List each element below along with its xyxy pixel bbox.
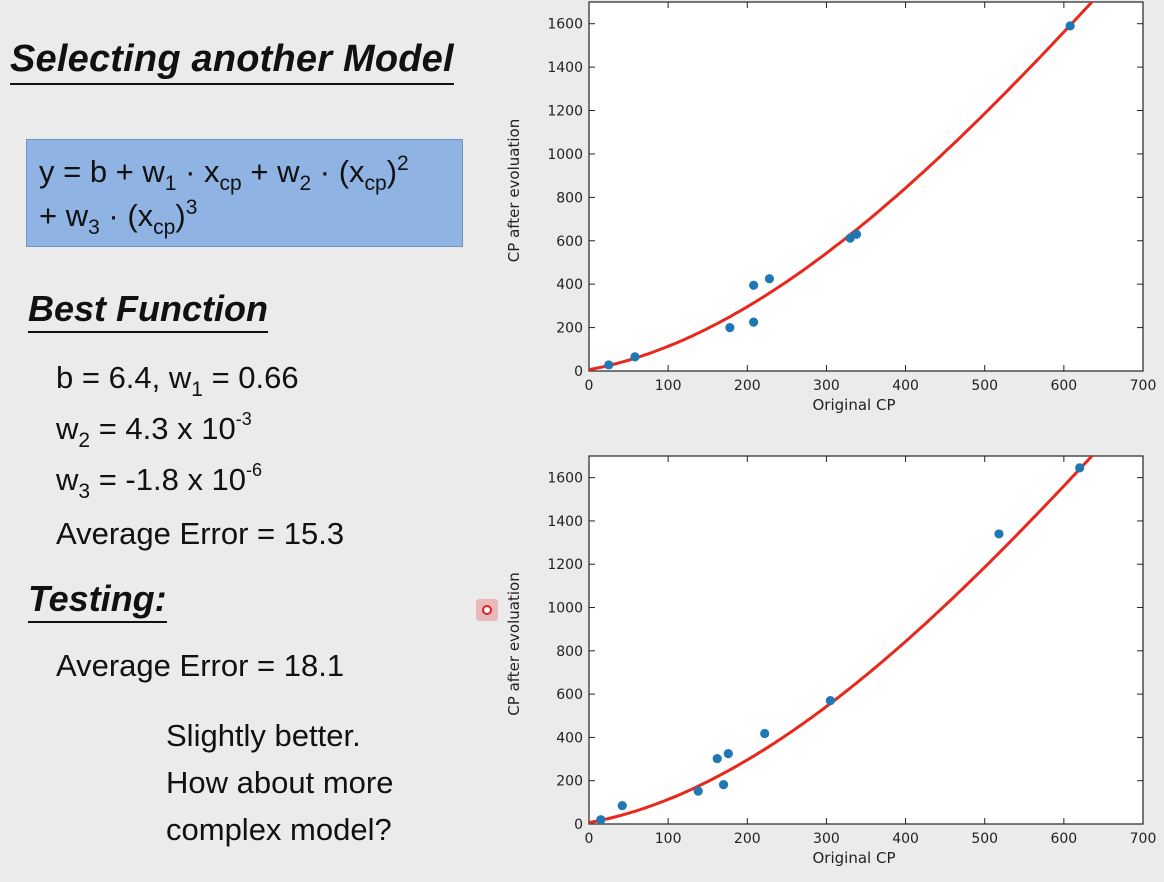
y-tick-label: 1000 bbox=[547, 601, 583, 617]
x-axis-title: Original CP bbox=[813, 396, 896, 414]
y-tick-label: 400 bbox=[556, 730, 583, 746]
y-tick-label: 1400 bbox=[547, 514, 583, 530]
y-tick-label: 1200 bbox=[547, 557, 583, 573]
x-tick-label: 200 bbox=[734, 831, 761, 847]
param-b-w1: b = 6.4, w1 = 0.66 bbox=[56, 360, 299, 401]
comment-note: Slightly better. How about more complex … bbox=[166, 712, 393, 853]
data-point bbox=[994, 529, 1004, 539]
note-line-3: complex model? bbox=[166, 812, 392, 847]
x-tick-label: 400 bbox=[892, 378, 919, 394]
y-tick-label: 600 bbox=[556, 687, 583, 703]
best-function-heading: Best Function bbox=[28, 288, 268, 333]
data-point bbox=[1075, 463, 1085, 473]
model-formula: y = b + w1 · xcp + w2 · (xcp)2 + w3 · (x… bbox=[26, 139, 463, 247]
param-w3: w3 = -1.8 x 10-6 bbox=[56, 460, 263, 503]
x-axis-title: Original CP bbox=[813, 849, 896, 867]
x-tick-label: 700 bbox=[1130, 831, 1157, 847]
testing-heading: Testing: bbox=[28, 578, 167, 623]
data-point bbox=[712, 754, 722, 764]
y-tick-label: 1600 bbox=[547, 17, 583, 33]
training-chart: 0 100 200 300 400 500 600 700 0 200 400 600 800 1000 1… bbox=[505, 1, 1157, 414]
data-point bbox=[617, 801, 627, 811]
data-point bbox=[764, 274, 775, 284]
data-point bbox=[723, 749, 733, 759]
x-tick-label: 200 bbox=[734, 378, 761, 394]
data-point bbox=[718, 780, 729, 790]
slide-title: Selecting another Model bbox=[10, 38, 454, 85]
data-point bbox=[630, 352, 640, 362]
data-point bbox=[749, 317, 759, 327]
y-tick-label: 1000 bbox=[547, 147, 583, 163]
pointer-cursor-icon bbox=[476, 599, 498, 621]
data-point bbox=[604, 360, 614, 370]
data-point bbox=[1065, 21, 1075, 31]
y-tick-label: 200 bbox=[556, 774, 583, 790]
fit-curve bbox=[589, 456, 1094, 824]
y-tick-label: 1600 bbox=[547, 471, 583, 487]
x-tick-label: 0 bbox=[585, 831, 594, 847]
testing-chart: 0 100 200 300 400 500 600 700 0 200 400 600 800 1000 1… bbox=[505, 455, 1157, 867]
y-tick-label: 0 bbox=[574, 817, 583, 833]
data-point bbox=[725, 322, 735, 333]
y-tick-label: 0 bbox=[574, 364, 583, 380]
x-tick-label: 100 bbox=[655, 831, 682, 847]
y-axis-title: CP after evoluation bbox=[505, 572, 523, 715]
y-tick-label: 200 bbox=[556, 321, 583, 337]
data-point bbox=[851, 229, 862, 239]
y-tick-label: 1400 bbox=[547, 60, 583, 76]
y-axis-title: CP after evoluation bbox=[505, 119, 523, 262]
param-w2: w2 = 4.3 x 10-3 bbox=[56, 409, 252, 452]
x-tick-label: 300 bbox=[813, 831, 840, 847]
y-tick-label: 1200 bbox=[547, 104, 583, 120]
formula-line-2: + w3 · (xcp)3 bbox=[39, 196, 198, 239]
x-tick-label: 500 bbox=[971, 378, 998, 394]
y-tick-label: 400 bbox=[556, 277, 583, 293]
formula-line-1: y = b + w1 · xcp + w2 · (xcp)2 bbox=[39, 152, 409, 195]
y-tick-label: 600 bbox=[556, 234, 583, 250]
test-average-error: Average Error = 18.1 bbox=[56, 648, 345, 683]
data-point bbox=[693, 786, 703, 796]
x-tick-label: 600 bbox=[1050, 831, 1077, 847]
fit-curve bbox=[589, 2, 1094, 371]
plot-frame bbox=[588, 455, 1144, 825]
y-tick-label: 800 bbox=[556, 644, 583, 660]
x-tick-label: 700 bbox=[1130, 378, 1157, 394]
note-line-2: How about more bbox=[166, 765, 394, 800]
plot-frame bbox=[588, 1, 1144, 372]
x-tick-label: 0 bbox=[585, 378, 594, 394]
train-average-error: Average Error = 15.3 bbox=[56, 516, 345, 551]
x-tick-label: 500 bbox=[971, 831, 998, 847]
x-tick-label: 100 bbox=[655, 378, 682, 394]
data-point bbox=[596, 815, 606, 824]
x-tick-label: 400 bbox=[892, 831, 919, 847]
y-tick-label: 800 bbox=[556, 190, 583, 206]
x-tick-label: 300 bbox=[813, 378, 840, 394]
note-line-1: Slightly better. bbox=[166, 718, 361, 753]
data-point bbox=[760, 728, 770, 739]
x-tick-label: 600 bbox=[1050, 378, 1077, 394]
data-point bbox=[825, 696, 835, 706]
data-point bbox=[749, 280, 759, 290]
